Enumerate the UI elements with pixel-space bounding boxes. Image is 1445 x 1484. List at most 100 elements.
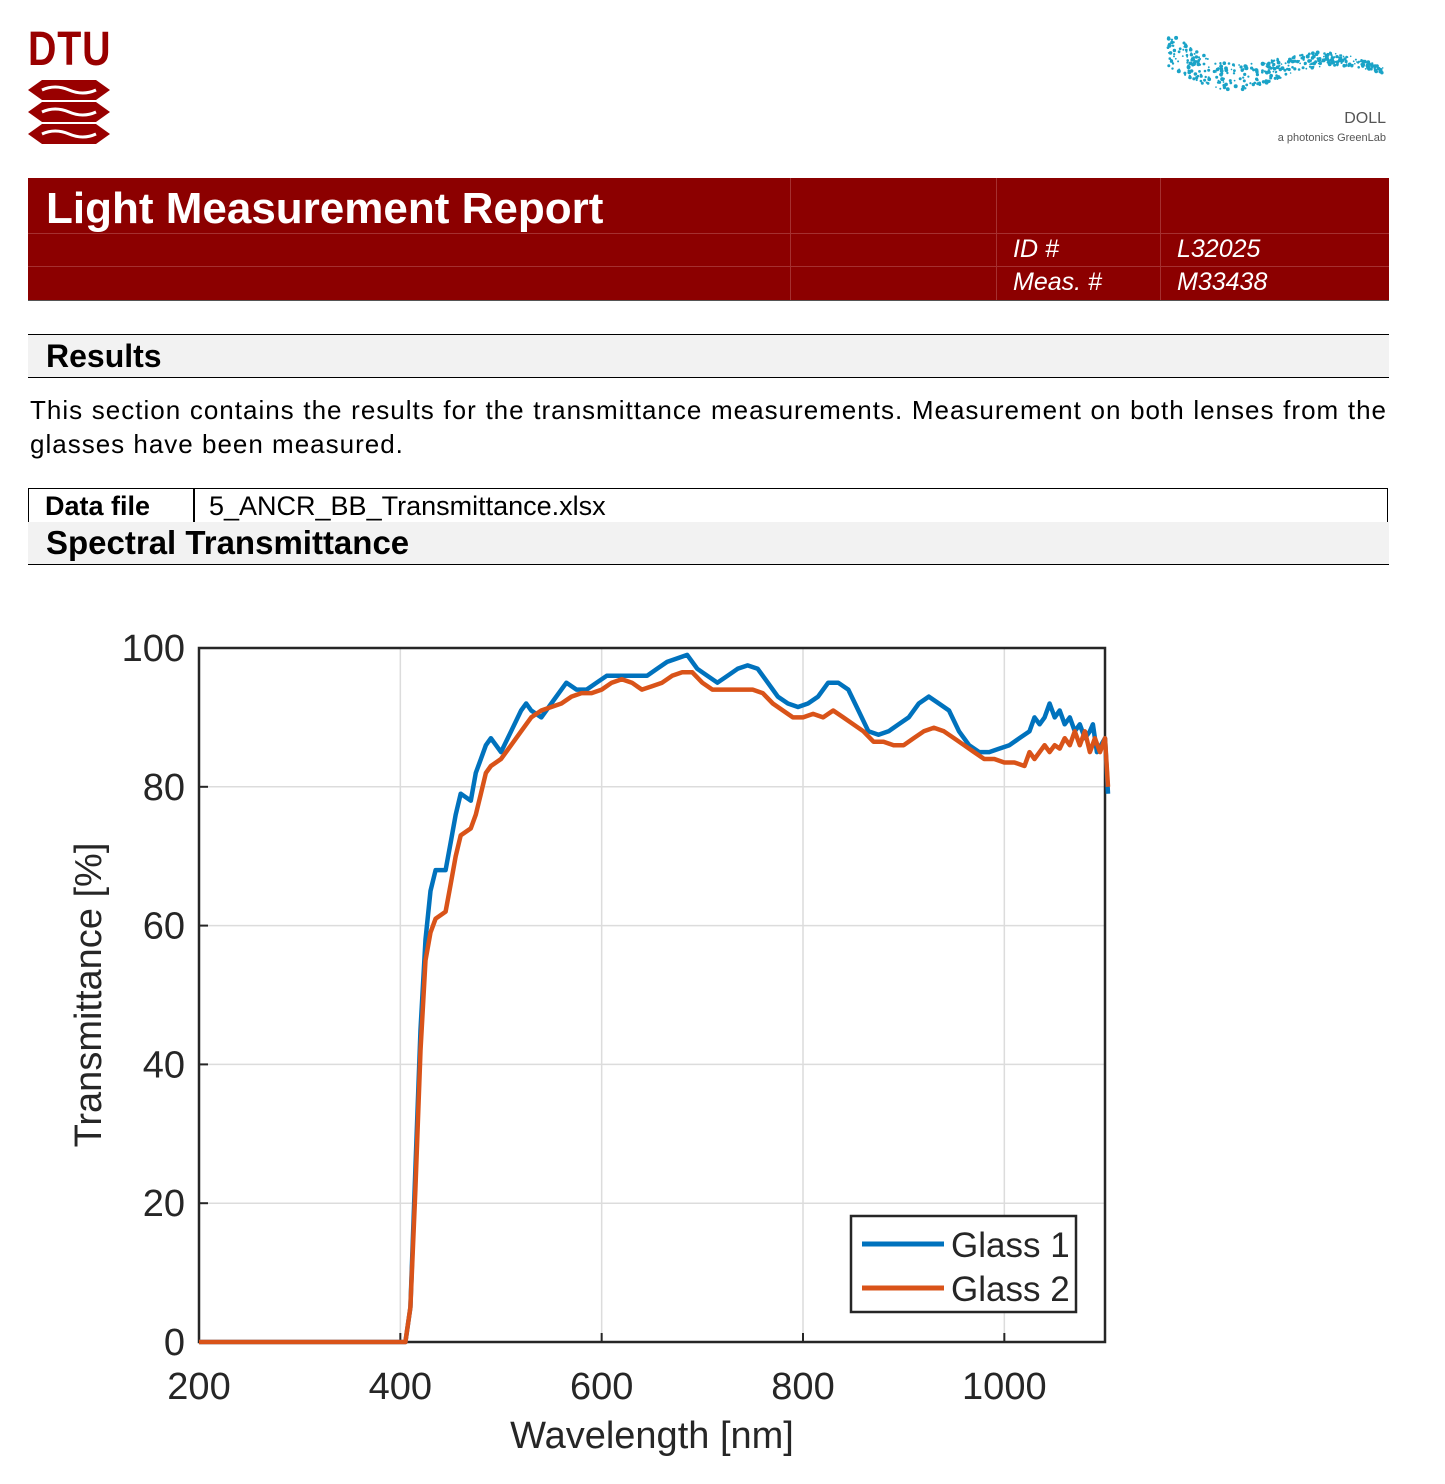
doll-dot bbox=[1364, 68, 1367, 70]
doll-dot bbox=[1334, 52, 1337, 55]
report-title: Light Measurement Report bbox=[46, 184, 604, 233]
doll-dot bbox=[1269, 73, 1273, 78]
doll-dot bbox=[1200, 81, 1204, 85]
doll-dot bbox=[1194, 55, 1199, 59]
doll-dot bbox=[1343, 57, 1347, 61]
doll-dot bbox=[1229, 81, 1233, 85]
legend-label: Glass 2 bbox=[951, 1270, 1070, 1309]
doll-dot bbox=[1173, 55, 1175, 58]
y-tick-label: 0 bbox=[164, 1322, 185, 1364]
doll-dot bbox=[1250, 62, 1253, 65]
doll-dots-icon bbox=[1166, 35, 1384, 92]
dtu-waves-icon bbox=[28, 80, 110, 144]
doll-dot bbox=[1324, 57, 1329, 61]
doll-dot bbox=[1189, 53, 1194, 57]
doll-dot bbox=[1189, 69, 1194, 73]
doll-dot bbox=[1178, 47, 1182, 51]
doll-dot bbox=[1276, 60, 1281, 65]
doll-dot bbox=[1214, 62, 1217, 65]
doll-dot bbox=[1266, 62, 1270, 66]
doll-dot bbox=[1192, 77, 1196, 81]
doll-dot bbox=[1245, 83, 1249, 87]
doll-dot bbox=[1342, 55, 1345, 58]
doll-dot bbox=[1228, 79, 1232, 83]
doll-dot bbox=[1316, 57, 1319, 60]
doll-dot bbox=[1193, 52, 1196, 55]
doll-dot bbox=[1276, 57, 1279, 61]
doll-dot bbox=[1167, 64, 1171, 68]
doll-dot bbox=[1187, 61, 1189, 63]
legend-label: Glass 1 bbox=[951, 1226, 1070, 1265]
doll-dot bbox=[1188, 47, 1193, 52]
doll-dot bbox=[1166, 36, 1171, 41]
doll-dot bbox=[1267, 80, 1270, 83]
doll-dot bbox=[1366, 65, 1371, 70]
doll-dot bbox=[1267, 70, 1271, 74]
doll-dot bbox=[1230, 68, 1233, 71]
doll-dot bbox=[1188, 75, 1192, 80]
results-text: This section contains the results for th… bbox=[30, 395, 1387, 459]
doll-dot bbox=[1291, 66, 1294, 69]
doll-dot bbox=[1239, 65, 1243, 69]
x-tick-label: 200 bbox=[167, 1366, 230, 1408]
doll-dot bbox=[1238, 64, 1240, 66]
x-tick-label: 400 bbox=[369, 1366, 432, 1408]
doll-dot bbox=[1344, 59, 1348, 64]
doll-dot bbox=[1169, 59, 1174, 63]
doll-dot bbox=[1233, 84, 1238, 89]
doll-dot bbox=[1168, 57, 1172, 60]
x-tick-label: 600 bbox=[570, 1366, 633, 1408]
doll-dot bbox=[1255, 73, 1259, 77]
doll-dot bbox=[1222, 77, 1225, 80]
doll-dot bbox=[1196, 74, 1200, 78]
doll-name: DOLL bbox=[1344, 110, 1386, 127]
doll-dot bbox=[1170, 40, 1174, 45]
doll-dot bbox=[1250, 66, 1254, 70]
doll-dot bbox=[1284, 72, 1288, 76]
doll-dot bbox=[1256, 78, 1259, 82]
doll-dot bbox=[1219, 72, 1223, 76]
doll-dot bbox=[1220, 64, 1224, 68]
doll-dot bbox=[1349, 55, 1352, 58]
doll-dot bbox=[1280, 63, 1283, 65]
doll-dot bbox=[1207, 77, 1212, 82]
doll-dot bbox=[1255, 70, 1259, 74]
doll-dot bbox=[1199, 79, 1203, 83]
doll-dot bbox=[1241, 85, 1245, 89]
doll-dot bbox=[1215, 69, 1218, 72]
doll-dot bbox=[1356, 61, 1358, 63]
doll-dot bbox=[1243, 72, 1247, 76]
results-heading: Results bbox=[46, 338, 162, 374]
y-tick-label: 60 bbox=[143, 906, 185, 948]
doll-dot bbox=[1174, 35, 1179, 40]
doll-dot bbox=[1276, 78, 1279, 80]
doll-dot bbox=[1238, 77, 1242, 81]
doll-dot bbox=[1314, 60, 1318, 64]
meas-label: Meas. # bbox=[1013, 268, 1102, 296]
doll-dot bbox=[1327, 59, 1331, 63]
y-tick-label: 40 bbox=[143, 1044, 185, 1086]
doll-dot bbox=[1233, 79, 1236, 82]
doll-dot bbox=[1361, 62, 1366, 67]
doll-dot bbox=[1339, 56, 1343, 60]
doll-dot bbox=[1305, 67, 1308, 70]
doll-dot bbox=[1199, 73, 1203, 76]
doll-dot bbox=[1171, 67, 1174, 70]
doll-dot bbox=[1363, 61, 1366, 64]
x-tick-label: 800 bbox=[771, 1366, 834, 1408]
doll-dot bbox=[1283, 68, 1287, 72]
doll-dot bbox=[1225, 87, 1230, 92]
doll-dot bbox=[1335, 55, 1339, 59]
dtu-logo-text: DTU bbox=[28, 23, 112, 76]
doll-dot bbox=[1186, 65, 1191, 70]
doll-dot bbox=[1193, 72, 1198, 76]
doll-dot bbox=[1327, 62, 1332, 67]
doll-dot bbox=[1272, 66, 1275, 70]
doll-dot bbox=[1275, 70, 1278, 73]
doll-dot bbox=[1202, 62, 1206, 66]
doll-dot bbox=[1184, 73, 1187, 76]
doll-dot bbox=[1334, 63, 1336, 66]
doll-dot bbox=[1278, 67, 1283, 72]
doll-dot bbox=[1365, 62, 1370, 67]
doll-dot bbox=[1332, 60, 1335, 63]
